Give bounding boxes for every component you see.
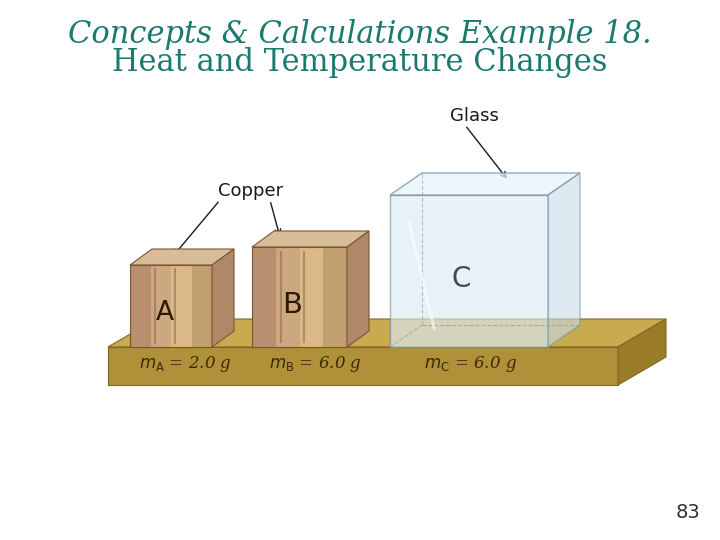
Polygon shape xyxy=(276,247,300,347)
Text: $m_\mathrm{C}$ = 6.0 g: $m_\mathrm{C}$ = 6.0 g xyxy=(423,354,516,374)
Polygon shape xyxy=(212,249,234,347)
Text: A: A xyxy=(156,300,174,326)
Text: 83: 83 xyxy=(675,503,700,522)
Polygon shape xyxy=(150,265,171,347)
Text: Glass: Glass xyxy=(450,107,499,125)
Polygon shape xyxy=(347,231,369,347)
Polygon shape xyxy=(618,319,666,385)
Text: Heat and Temperature Changes: Heat and Temperature Changes xyxy=(112,46,608,78)
Polygon shape xyxy=(323,247,347,347)
Text: Copper: Copper xyxy=(218,182,283,200)
Text: $m_\mathrm{B}$ = 6.0 g: $m_\mathrm{B}$ = 6.0 g xyxy=(269,354,361,374)
Polygon shape xyxy=(390,195,548,347)
Text: $m_\mathrm{A}$ = 2.0 g: $m_\mathrm{A}$ = 2.0 g xyxy=(138,354,231,374)
Polygon shape xyxy=(108,319,666,347)
Polygon shape xyxy=(192,265,212,347)
Text: C: C xyxy=(451,265,471,293)
Text: Concepts & Calculations Example 18.: Concepts & Calculations Example 18. xyxy=(68,19,652,51)
Polygon shape xyxy=(171,265,192,347)
Text: B: B xyxy=(282,291,302,319)
Polygon shape xyxy=(252,247,276,347)
Polygon shape xyxy=(108,347,618,385)
Polygon shape xyxy=(130,265,150,347)
Polygon shape xyxy=(548,173,580,347)
Polygon shape xyxy=(390,173,580,195)
Polygon shape xyxy=(300,247,323,347)
Polygon shape xyxy=(252,231,369,247)
Polygon shape xyxy=(130,249,234,265)
